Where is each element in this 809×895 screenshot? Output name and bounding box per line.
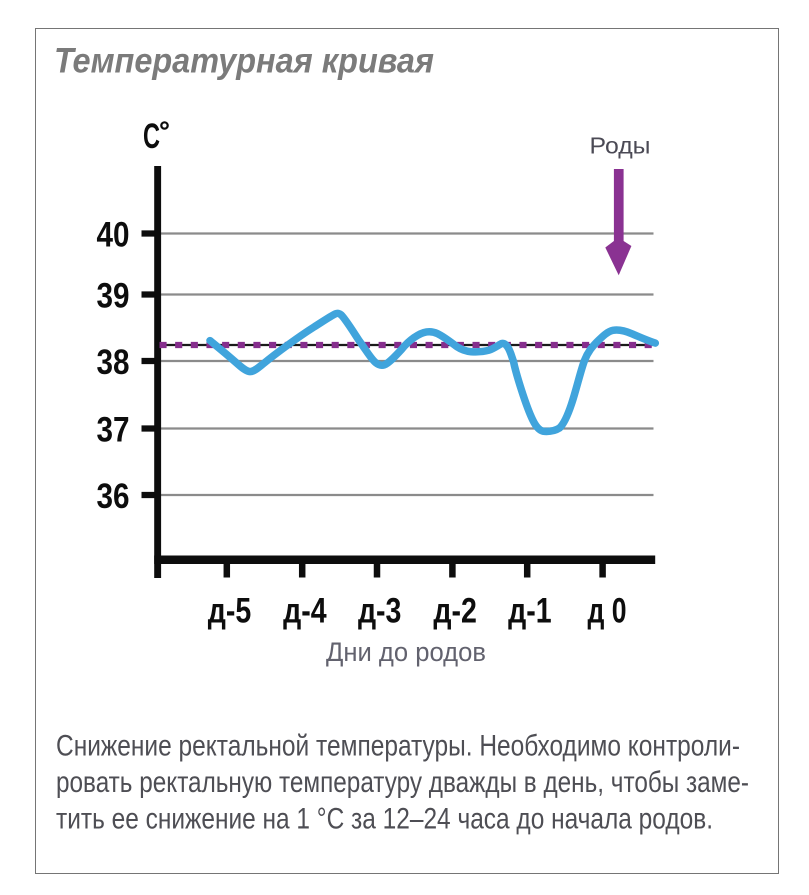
svg-text:C: C [143,117,160,156]
svg-text:тить ее снижение на 1 °С за 12: тить ее снижение на 1 °С за 12–24 часа д… [56,802,713,835]
svg-text:д 0: д 0 [588,592,627,631]
svg-text:ровать ректальную температуру: ровать ректальную температуру дважды в д… [56,766,749,799]
svg-text:37: 37 [97,410,130,449]
svg-text:д-2: д-2 [433,592,477,631]
svg-text:Роды: Роды [590,133,651,159]
svg-text:38: 38 [97,343,130,382]
svg-text:д-4: д-4 [283,592,327,631]
svg-text:40: 40 [97,215,130,254]
svg-text:д-3: д-3 [358,592,402,631]
svg-text:д-5: д-5 [208,592,252,631]
svg-text:д-1: д-1 [508,592,552,631]
svg-text:Температурная кривая: Температурная кривая [54,41,434,81]
svg-text:Снижение ректальной температур: Снижение ректальной температуры. Необход… [56,730,740,763]
svg-text:36: 36 [97,477,130,516]
svg-text:39: 39 [97,276,130,315]
svg-text:Дни до родов: Дни до родов [326,637,486,667]
